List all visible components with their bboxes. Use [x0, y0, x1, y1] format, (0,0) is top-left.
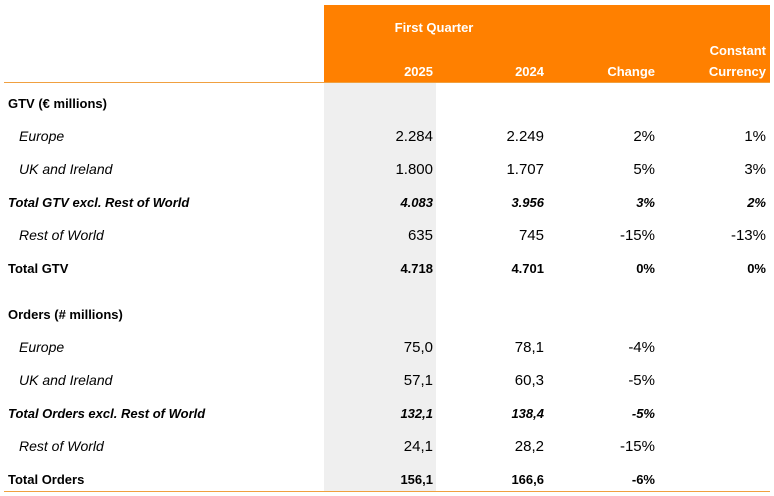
value-2025: 132,1 — [400, 406, 433, 421]
gtv-section-header: GTV (€ millions) — [0, 87, 774, 120]
table-row: Rest of World 24,1 28,2 -15% — [0, 430, 774, 463]
table-row: UK and Ireland 1.800 1.707 5% 3% — [0, 153, 774, 186]
value-2025: 57,1 — [403, 372, 433, 389]
value-2025: 2.284 — [395, 128, 433, 145]
value-2024: 745 — [518, 227, 544, 244]
header-col-constant-currency: Constant Currency — [709, 40, 766, 82]
value-constant: -13% — [730, 227, 766, 244]
value-2024: 60,3 — [514, 372, 544, 389]
header-col-2024: 2024 — [515, 64, 544, 79]
value-2024: 78,1 — [514, 339, 544, 356]
header-constant-line1: Constant — [709, 43, 766, 58]
table-row: UK and Ireland 57,1 60,3 -5% — [0, 364, 774, 397]
header-period: First Quarter — [394, 20, 474, 35]
row-label: Europe — [19, 128, 65, 144]
value-constant: 2% — [747, 195, 766, 210]
value-2025: 4.083 — [400, 195, 433, 210]
value-2024: 2.249 — [506, 128, 544, 145]
row-label: Rest of World — [19, 227, 104, 243]
value-change: -4% — [628, 339, 655, 356]
row-label: UK and Ireland — [19, 161, 113, 177]
table-row: Rest of World 635 745 -15% -13% — [0, 219, 774, 252]
table-row-subtotal: Total Orders excl. Rest of World 132,1 1… — [0, 397, 774, 430]
table-row-subtotal: Total GTV excl. Rest of World 4.083 3.95… — [0, 186, 774, 219]
value-change: 3% — [636, 195, 655, 210]
value-2024: 166,6 — [511, 472, 544, 487]
value-2024: 3.956 — [511, 195, 544, 210]
value-2024: 1.707 — [506, 161, 544, 178]
value-constant: 3% — [744, 161, 766, 178]
value-2025: 1.800 — [395, 161, 433, 178]
row-label: Rest of World — [19, 438, 104, 454]
value-change: 2% — [633, 128, 655, 145]
orders-section-label: Orders (# millions) — [8, 307, 123, 322]
value-2025: 156,1 — [400, 472, 433, 487]
highlight-column-2025 — [324, 82, 436, 492]
row-label: Europe — [19, 339, 65, 355]
header-col-2025: 2025 — [404, 64, 433, 79]
footer-rule — [4, 491, 770, 492]
header-col-change: Change — [607, 64, 655, 79]
row-label: Total GTV — [8, 261, 69, 276]
table-row: Europe 75,0 78,1 -4% — [0, 331, 774, 364]
value-change: -5% — [628, 372, 655, 389]
orders-section-header: Orders (# millions) — [0, 298, 774, 331]
table-row: Europe 2.284 2.249 2% 1% — [0, 120, 774, 153]
row-label: Total Orders — [8, 472, 85, 487]
value-change: -5% — [631, 406, 655, 421]
value-2025: 24,1 — [403, 438, 433, 455]
value-change: 5% — [633, 161, 655, 178]
table-row-total: Total GTV 4.718 4.701 0% 0% — [0, 252, 774, 285]
gtv-section-label: GTV (€ millions) — [8, 96, 107, 111]
value-change: 0% — [636, 261, 655, 276]
value-2025: 635 — [407, 227, 433, 244]
row-label: UK and Ireland — [19, 372, 113, 388]
table-row-total: Total Orders 156,1 166,6 -6% — [0, 463, 774, 496]
value-2025: 4.718 — [400, 261, 433, 276]
row-label: Total Orders excl. Rest of World — [8, 406, 206, 421]
header-band — [324, 5, 770, 82]
value-change: -15% — [619, 438, 655, 455]
header-rule — [4, 82, 770, 83]
value-2025: 75,0 — [403, 339, 433, 356]
value-change: -15% — [619, 227, 655, 244]
value-2024: 138,4 — [511, 406, 544, 421]
value-change: -6% — [631, 472, 655, 487]
value-2024: 28,2 — [514, 438, 544, 455]
header-constant-line2: Currency — [708, 64, 766, 79]
row-label: Total GTV excl. Rest of World — [8, 195, 190, 210]
value-constant: 1% — [744, 128, 766, 145]
value-2024: 4.701 — [511, 261, 544, 276]
value-constant: 0% — [747, 261, 766, 276]
